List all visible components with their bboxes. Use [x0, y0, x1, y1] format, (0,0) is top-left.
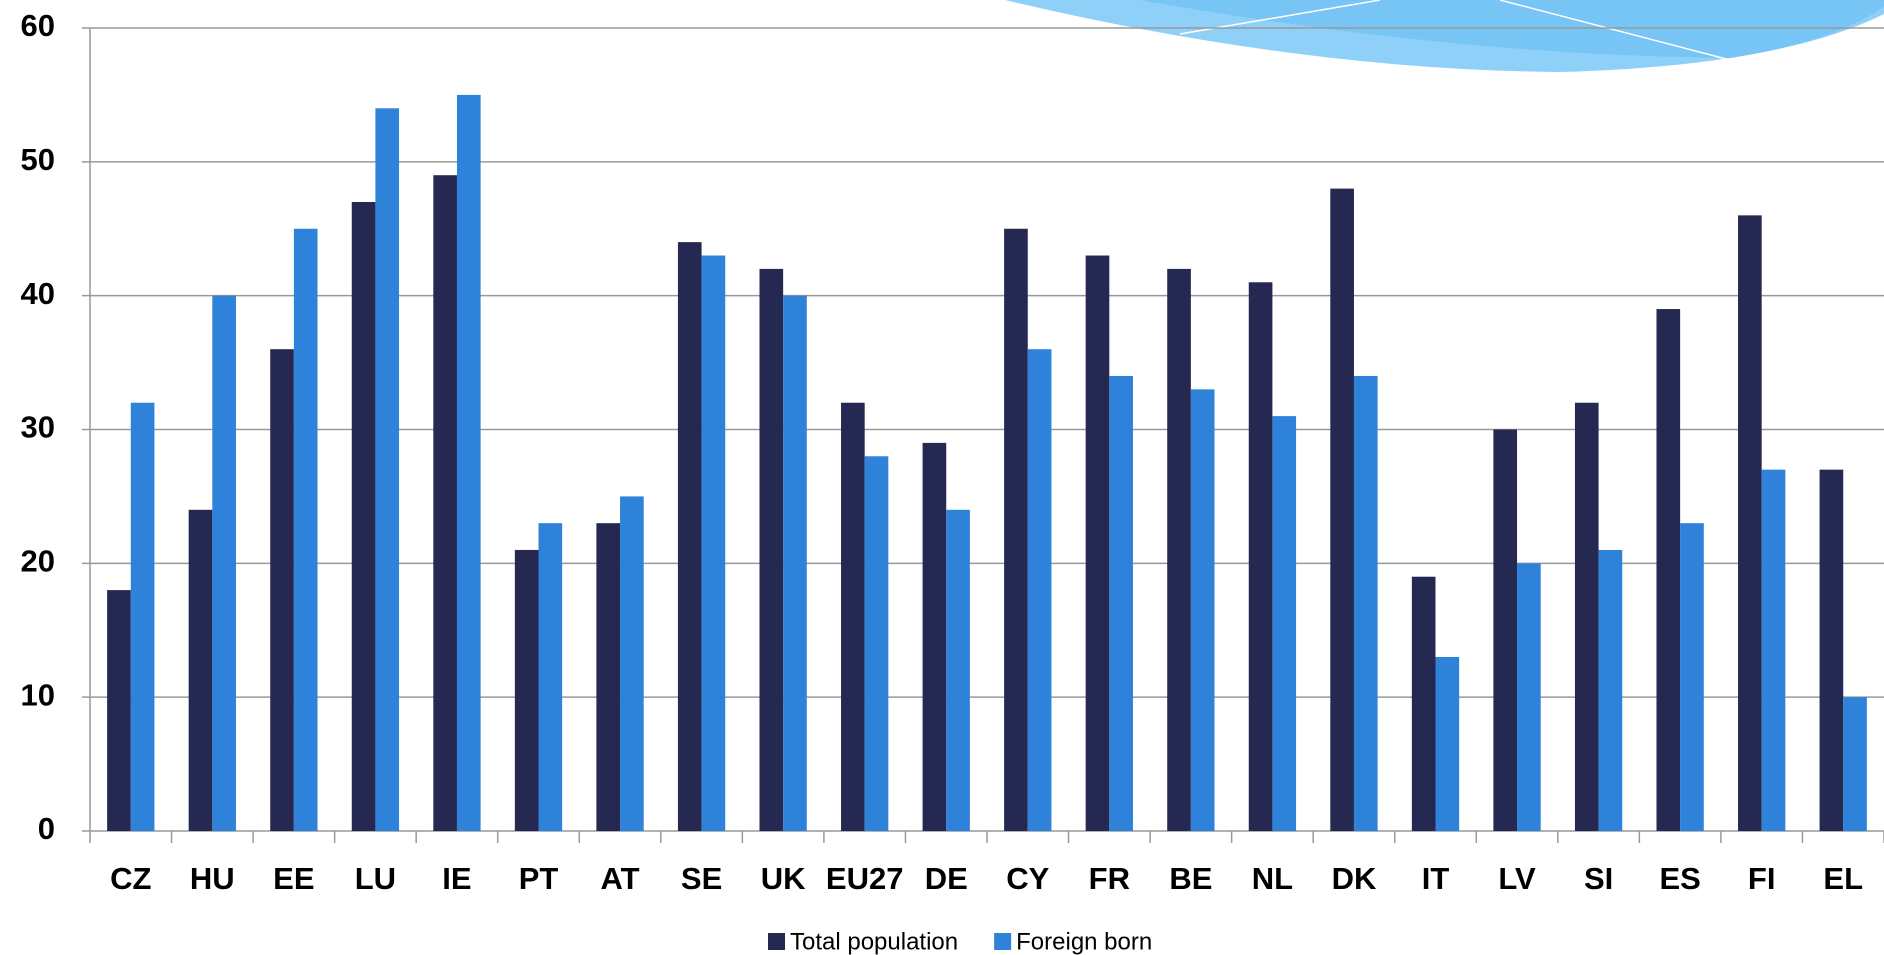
bar: [293, 228, 318, 831]
bar: [701, 255, 726, 831]
bar: [456, 94, 481, 831]
x-tick-label: FI: [1748, 861, 1776, 896]
bar: [270, 349, 294, 831]
bar: [1411, 576, 1436, 831]
bar: [1353, 375, 1378, 831]
bar: [351, 201, 376, 831]
x-tick-label: PT: [519, 861, 559, 896]
y-tick-label: 10: [21, 677, 55, 712]
x-tick-label: SE: [681, 861, 722, 896]
x-tick-label: CY: [1006, 861, 1049, 896]
bar: [1843, 697, 1867, 831]
y-tick-label: 30: [21, 410, 55, 445]
bar: [107, 590, 131, 831]
legend-label: Foreign born: [1016, 928, 1152, 955]
bar: [1598, 549, 1623, 831]
bar: [1109, 375, 1133, 831]
bar: [514, 549, 539, 831]
bar: [922, 442, 947, 831]
bar: [212, 295, 236, 832]
bar: [1330, 188, 1354, 832]
y-tick-label: 40: [21, 276, 55, 311]
x-tick-label: LV: [1498, 861, 1536, 896]
y-tick-label: 50: [21, 142, 55, 177]
decoration: [1005, 0, 1884, 72]
bar: [1167, 268, 1191, 831]
y-tick-label: 60: [21, 8, 55, 43]
bar: [677, 242, 702, 832]
bar: [596, 523, 621, 831]
x-tick-label: EL: [1823, 861, 1863, 896]
bar: [759, 268, 784, 831]
x-tick-label: EE: [273, 861, 314, 896]
x-tick-label: LU: [355, 861, 396, 896]
x-tick-label: DK: [1332, 861, 1377, 896]
bar: [1190, 389, 1215, 831]
legend-swatch: [994, 933, 1012, 950]
x-tick-label: DE: [925, 861, 968, 896]
x-tick-label: IT: [1422, 861, 1450, 896]
bar: [1517, 563, 1541, 831]
bar: [1819, 469, 1844, 831]
bar: [1027, 349, 1052, 831]
x-tick-label: BE: [1169, 861, 1212, 896]
y-tick-label: 0: [38, 811, 55, 846]
bar: [841, 402, 865, 831]
x-tick-label: NL: [1252, 861, 1293, 896]
legend-swatch: [768, 933, 785, 950]
bar: [1435, 657, 1460, 831]
bar: [1248, 282, 1273, 831]
x-tick-label: HU: [190, 861, 235, 896]
bar: [1680, 523, 1704, 831]
bar: [783, 295, 807, 832]
bar: [1085, 255, 1110, 831]
bar: [1493, 429, 1518, 831]
x-tick-label: CZ: [110, 861, 151, 896]
bar: [538, 523, 563, 831]
bar: [1738, 215, 1762, 831]
legend-label: Total population: [790, 928, 958, 955]
bar: [946, 509, 970, 831]
x-tick-label: IE: [442, 861, 471, 896]
swoosh: [1140, 0, 1884, 58]
bar: [130, 402, 155, 831]
bar: [188, 509, 213, 831]
bar: [433, 175, 457, 831]
bar: [1272, 416, 1297, 831]
bar: [620, 496, 644, 831]
bar: [1004, 228, 1028, 831]
bar: [864, 456, 889, 831]
bar: [375, 108, 400, 832]
x-tick-label: FR: [1089, 861, 1130, 896]
x-tick-label: EU27: [826, 861, 904, 896]
x-tick-label: UK: [761, 861, 806, 896]
bar: [1656, 309, 1681, 831]
x-tick-label: ES: [1659, 861, 1700, 896]
bar: [1761, 469, 1786, 831]
x-tick-label: AT: [601, 861, 640, 896]
x-tick-label: SI: [1584, 861, 1613, 896]
y-tick-label: 20: [21, 544, 55, 579]
bar: [1574, 402, 1599, 831]
